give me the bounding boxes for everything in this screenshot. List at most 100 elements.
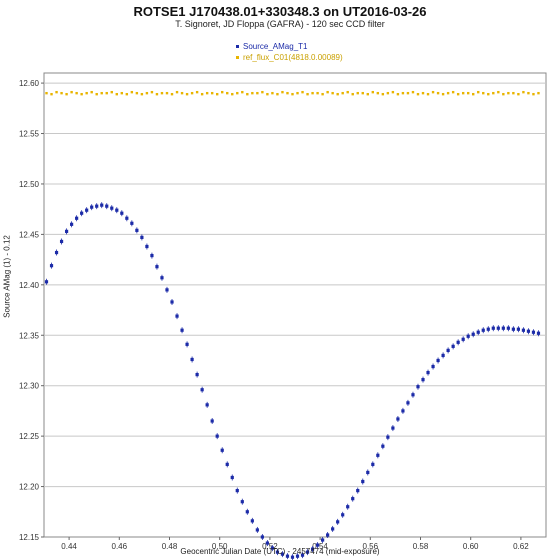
source-point: [491, 326, 495, 330]
source-point: [361, 479, 365, 484]
source-point: [250, 519, 254, 523]
source-point: [290, 555, 295, 559]
source-point: [230, 475, 234, 480]
source-point: [215, 434, 219, 438]
ref-flux-point: [366, 92, 369, 96]
y-tick-label: 12.40: [19, 281, 40, 290]
source-point: [285, 554, 290, 558]
ref-flux-point: [532, 92, 535, 96]
source-point: [411, 393, 415, 397]
source-point: [44, 280, 49, 284]
source-point: [160, 276, 164, 280]
ref-flux-point: [90, 90, 93, 94]
source-point: [431, 364, 435, 369]
source-point: [175, 314, 179, 318]
ref-flux-point: [502, 92, 505, 96]
source-point: [471, 332, 475, 336]
y-axis-label: Source AMag (1) - 0.12: [2, 235, 12, 318]
ref-flux-point: [361, 91, 364, 95]
ref-flux-point: [376, 91, 380, 95]
ref-flux-point: [306, 92, 309, 96]
source-point: [351, 497, 355, 501]
ref-flux-point: [210, 91, 214, 95]
ref-flux-point: [215, 92, 219, 96]
source-point: [75, 216, 79, 220]
ref-flux-point: [431, 90, 435, 94]
legend-label-ref: ref_flux_C01(4818.0.00089): [243, 53, 343, 62]
source-point: [416, 385, 420, 389]
ref-flux-point: [512, 91, 515, 95]
legend-entry-ref: ref_flux_C01(4818.0.00089): [236, 52, 343, 63]
ref-flux-point: [110, 90, 113, 94]
ref-flux-point: [396, 92, 400, 96]
ref-flux-point: [326, 90, 329, 94]
legend: Source_AMag_T1 ref_flux_C01(4818.0.00089…: [236, 41, 343, 63]
ref-flux-point: [537, 91, 540, 95]
ref-flux-point: [301, 90, 304, 94]
ref-flux-point: [336, 92, 339, 96]
ref-flux-point: [331, 91, 334, 95]
source-point: [441, 353, 445, 358]
ref-flux-point: [351, 92, 354, 96]
ref-flux-point: [226, 91, 229, 95]
ref-flux-point: [261, 90, 264, 94]
ref-flux-point: [416, 92, 420, 96]
ref-flux-point: [316, 91, 319, 95]
source-point: [310, 547, 315, 551]
ref-flux-point: [150, 90, 154, 94]
ref-flux-point: [85, 91, 88, 95]
ref-flux-point: [130, 90, 134, 94]
y-tick-label: 12.20: [19, 483, 40, 492]
legend-swatch-source: [236, 45, 239, 48]
source-point: [70, 222, 74, 226]
source-point: [120, 211, 124, 215]
source-point: [396, 417, 400, 421]
source-point: [180, 328, 184, 332]
source-point: [80, 211, 84, 215]
ref-flux-point: [421, 91, 425, 95]
source-point: [185, 342, 189, 346]
x-tick-label: 0.56: [363, 542, 379, 551]
source-point: [401, 409, 405, 413]
source-point: [135, 228, 139, 232]
legend-swatch-ref: [236, 56, 239, 59]
source-point: [275, 550, 280, 554]
source-point: [421, 378, 425, 382]
source-point: [341, 513, 345, 517]
source-point: [295, 554, 300, 558]
ref-flux-point: [286, 91, 289, 95]
ref-flux-point: [477, 90, 480, 94]
x-tick-label: 0.52: [262, 542, 278, 551]
ref-flux-point: [466, 91, 470, 95]
ref-flux-point: [170, 92, 174, 96]
chart-title: ROTSE1 J170438.01+330348.3 on UT2016-03-…: [133, 4, 427, 19]
y-tick-label: 12.35: [19, 331, 40, 340]
x-tick-label: 0.54: [312, 542, 328, 551]
legend-label-source: Source_AMag_T1: [243, 42, 308, 51]
source-point: [321, 538, 325, 542]
source-point: [54, 250, 59, 255]
source-point: [245, 510, 249, 514]
ref-flux-point: [517, 92, 520, 96]
ref-flux-point: [115, 92, 118, 96]
source-point: [466, 334, 470, 338]
ref-flux-point: [50, 92, 53, 96]
ref-flux-point: [145, 91, 149, 95]
ref-flux-point: [256, 91, 259, 95]
ref-flux-point: [281, 90, 284, 94]
ref-flux-point: [441, 92, 445, 96]
source-point: [486, 327, 490, 331]
source-point: [145, 244, 149, 249]
source-point: [170, 300, 174, 304]
source-point: [346, 505, 350, 509]
ref-flux-point: [165, 91, 169, 95]
ref-flux-point: [125, 92, 129, 96]
ref-flux-point: [70, 90, 73, 94]
source-point: [331, 527, 335, 531]
source-point: [125, 216, 129, 220]
x-axis-label: Geocentric Julian Date (UTC) - 2457474 (…: [180, 547, 380, 556]
ref-flux-point: [236, 91, 239, 95]
ref-flux-point: [296, 91, 299, 95]
source-point: [265, 541, 269, 545]
source-point: [90, 205, 94, 209]
